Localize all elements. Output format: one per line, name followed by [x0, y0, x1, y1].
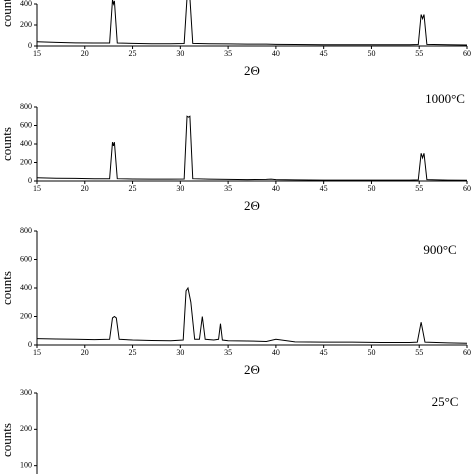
annotation: 900°C: [423, 242, 456, 257]
x-tick-label: 45: [320, 348, 328, 357]
x-axis-label: 2Θ: [244, 63, 260, 78]
x-tick-label: 50: [367, 348, 375, 357]
x-tick-label: 50: [367, 49, 375, 58]
y-axis-label: counts: [0, 0, 14, 27]
y-tick-label: 200: [20, 157, 32, 166]
x-tick-label: 20: [81, 49, 89, 58]
x-tick-label: 15: [33, 348, 41, 357]
y-axis-label: counts: [0, 127, 14, 161]
x-tick-label: 40: [272, 184, 280, 193]
x-tick-label: 25: [129, 49, 137, 58]
x-tick-label: 35: [224, 49, 232, 58]
y-tick-label: 600: [20, 120, 32, 129]
data-line: [36, 0, 468, 46]
x-tick-label: 40: [272, 348, 280, 357]
x-tick-label: 60: [463, 348, 471, 357]
y-tick-label: 800: [20, 226, 32, 235]
y-tick-label: 600: [20, 254, 32, 263]
x-axis-label: 2Θ: [244, 198, 260, 213]
x-tick-label: 35: [224, 348, 232, 357]
x-tick-label: 55: [415, 348, 423, 357]
y-axis-label: counts: [0, 271, 14, 305]
x-tick-label: 45: [320, 184, 328, 193]
annotation: 1000°C: [425, 91, 465, 106]
x-tick-label: 60: [463, 184, 471, 193]
x-tick-label: 30: [176, 184, 184, 193]
y-tick-label: 400: [20, 283, 32, 292]
y-tick-label: 200: [20, 311, 32, 320]
x-tick-label: 30: [176, 348, 184, 357]
y-tick-label: 0: [28, 41, 32, 50]
annotation: 25°C: [432, 394, 459, 409]
y-tick-label: 100: [20, 460, 32, 469]
y-axis-label: counts: [0, 423, 14, 457]
x-tick-label: 35: [224, 184, 232, 193]
x-tick-label: 15: [33, 49, 41, 58]
y-tick-label: 0: [28, 176, 32, 185]
y-tick-label: 200: [20, 424, 32, 433]
x-tick-label: 60: [463, 49, 471, 58]
x-tick-label: 50: [367, 184, 375, 193]
x-tick-label: 20: [81, 348, 89, 357]
data-line: [36, 115, 468, 181]
x-tick-label: 15: [33, 184, 41, 193]
y-tick-label: 200: [20, 20, 32, 29]
x-tick-label: 55: [415, 49, 423, 58]
y-tick-label: 300: [20, 388, 32, 397]
x-tick-label: 40: [272, 49, 280, 58]
y-tick-label: 800: [20, 102, 32, 111]
y-tick-label: 400: [20, 0, 32, 8]
x-axis-label: 2Θ: [244, 362, 260, 377]
x-tick-label: 45: [320, 49, 328, 58]
x-tick-label: 30: [176, 49, 184, 58]
x-tick-label: 55: [415, 184, 423, 193]
data-line: [36, 286, 468, 344]
y-tick-label: 0: [28, 340, 32, 349]
x-tick-label: 25: [129, 348, 137, 357]
y-tick-label: 400: [20, 139, 32, 148]
x-tick-label: 20: [81, 184, 89, 193]
x-tick-label: 25: [129, 184, 137, 193]
